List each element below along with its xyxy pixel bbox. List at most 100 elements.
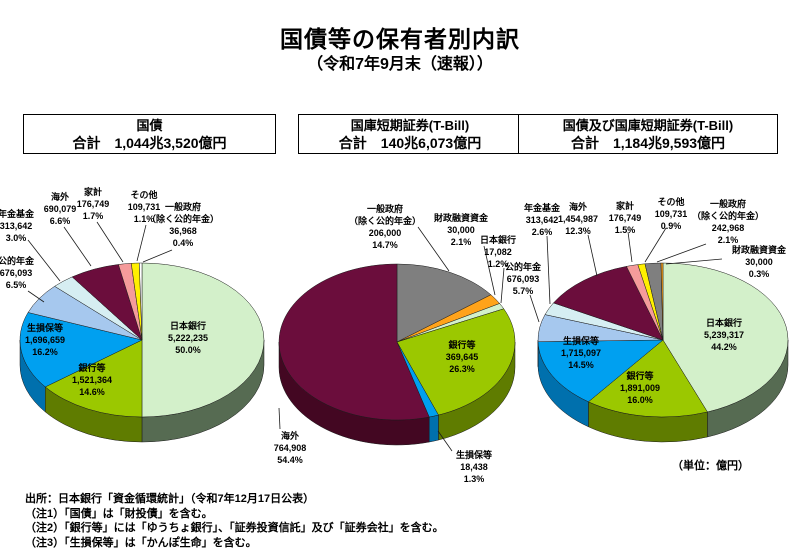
slice-name: 生損保等 xyxy=(455,450,493,460)
slice-value: 1,454,987 xyxy=(557,214,599,224)
slice-name: 海外 xyxy=(50,192,70,202)
slice-value: 313,642 xyxy=(0,221,33,231)
slice-percent: 0.4% xyxy=(172,238,194,248)
label-jgb-insurers: 生損保等 1,696,659 16.2% xyxy=(25,322,65,358)
leader-line xyxy=(644,227,667,263)
slice-percent: 1.3% xyxy=(463,474,485,484)
unit-note: （単位：億円） xyxy=(672,460,749,472)
slice-name: 財政融資資金 xyxy=(731,245,787,255)
label-jgb-banks: 銀行等 1,521,364 14.6% xyxy=(72,362,112,398)
total-box-jgb: 国債 合計 1,044兆3,520億円 xyxy=(23,114,276,154)
leader-line xyxy=(665,258,723,265)
label-combined-filp-fund: 財政融資資金 30,000 0.3% xyxy=(732,244,786,280)
slice-percent: 50.0% xyxy=(175,345,201,355)
leader-line xyxy=(483,245,496,296)
slice-name: その他 xyxy=(130,190,158,200)
leader-line xyxy=(587,234,598,277)
slice-value: 5,222,235 xyxy=(167,333,209,343)
pie-jgb xyxy=(19,262,265,443)
slice-percent: 54.4% xyxy=(277,455,303,465)
slice-value: 1,696,659 xyxy=(24,335,66,345)
slice-name-sub: （除く公的年金） xyxy=(691,211,765,221)
slice-name: 日本銀行 xyxy=(169,321,207,331)
leader-line xyxy=(27,239,61,282)
label-jgb-others: その他 109,731 1.1% xyxy=(128,189,161,225)
slice-name: 家計 xyxy=(615,201,635,211)
label-combined-insurers: 生損保等 1,715,097 14.5% xyxy=(561,335,601,371)
slice-percent: 16.2% xyxy=(32,347,58,357)
label-tbill-insurers: 生損保等 18,438 1.3% xyxy=(456,449,492,485)
pie-slice xyxy=(45,339,143,418)
total-box-combined-amount: 合計 1,184兆9,593億円 xyxy=(570,135,726,151)
footnote-1: （注1）「国債」は「財投債」を含む。 xyxy=(25,507,213,520)
source-note: 出所：日本銀行「資金循環統計」（令和7年12月17日公表） xyxy=(25,493,315,505)
slice-value: 676,093 xyxy=(0,268,33,278)
leader-line xyxy=(27,290,45,303)
label-combined-public-pension: 公的年金 676,093 5.7% xyxy=(505,261,541,297)
slice-name: 公的年金 xyxy=(0,256,35,266)
slice-name: 銀行等 xyxy=(448,340,476,350)
slice-percent: 2.6% xyxy=(531,227,553,237)
leader-line xyxy=(63,226,92,267)
slice-percent: 44.2% xyxy=(711,342,737,352)
pie-slice xyxy=(19,312,143,388)
pie-slice xyxy=(428,414,439,443)
slice-value: 313,642 xyxy=(525,215,559,225)
pie-slice xyxy=(396,263,492,343)
footer: 出所：日本銀行「資金循環統計」（令和7年12月17日公表） （注1）「国債」は「… xyxy=(25,492,444,550)
label-combined-boj: 日本銀行 5,239,317 44.2% xyxy=(704,317,744,353)
total-box-combined-title: 国債及び国庫短期証券(T-Bill) xyxy=(562,118,734,133)
page-title: 国債等の保有者別内訳 xyxy=(280,26,520,52)
label-combined-pension-funds: 年金基金 313,642 2.6% xyxy=(524,202,560,238)
slice-name: 財政融資資金 xyxy=(433,213,489,223)
label-jgb-public-pension: 公的年金 676,093 6.5% xyxy=(0,255,34,291)
slice-percent: 14.7% xyxy=(372,240,398,250)
slice-value: 1,521,364 xyxy=(71,375,113,385)
leader-line xyxy=(500,267,505,304)
leader-line xyxy=(278,407,281,430)
label-combined-households: 家計 176,749 1.5% xyxy=(609,200,642,236)
pie-slice xyxy=(553,266,664,341)
slice-value: 18,438 xyxy=(460,462,488,472)
slice-percent: 1.1% xyxy=(133,214,155,224)
leader-line xyxy=(417,226,450,272)
label-tbill-general-govt: 一般政府 （除く公的年金） 206,000 14.7% xyxy=(349,203,421,251)
slice-percent: 26.3% xyxy=(449,364,475,374)
leader-line xyxy=(529,294,540,323)
slice-value: 1,891,009 xyxy=(619,383,661,393)
leader-line xyxy=(136,224,147,262)
slice-value: 17,082 xyxy=(484,247,512,257)
slice-value: 176,749 xyxy=(76,199,110,209)
slice-name: 一般政府 xyxy=(164,202,202,212)
page-subtitle: （令和7年9月末（速報）） xyxy=(307,56,493,73)
label-tbill-filp-fund: 財政融資資金 30,000 2.1% xyxy=(434,212,488,248)
leader-lines xyxy=(27,221,723,452)
slice-percent: 6.5% xyxy=(5,280,27,290)
label-tbill-banks: 銀行等 369,645 26.3% xyxy=(446,339,479,375)
pie-slice xyxy=(139,262,143,341)
label-jgb-general-govt: 一般政府 （除く公的年金） 36,968 0.4% xyxy=(147,201,219,249)
pie-slice xyxy=(537,339,664,403)
pie-slice xyxy=(588,339,708,418)
slice-percent: 16.0% xyxy=(627,395,653,405)
label-combined-general-govt: 一般政府 （除く公的年金） 242,968 2.1% xyxy=(692,198,764,246)
leader-line xyxy=(96,221,124,263)
footnote-2: （注2）「銀行等」には「ゆうちょ銀行」、「証券投資信託」及び「証券会社」を含む。 xyxy=(25,522,444,534)
slice-name: 海外 xyxy=(568,202,588,212)
slice-value: 30,000 xyxy=(447,225,475,235)
label-jgb-boj: 日本銀行 5,222,235 50.0% xyxy=(168,320,208,356)
total-box-tbill-title: 国庫短期証券(T-Bill) xyxy=(350,118,470,133)
slice-percent: 3.0% xyxy=(5,233,27,243)
slice-value: 369,645 xyxy=(445,352,479,362)
label-tbill-overseas: 海外 764,908 54.4% xyxy=(274,430,307,466)
slice-percent: 1.2% xyxy=(487,259,509,269)
leader-line xyxy=(437,430,453,452)
pie-slice xyxy=(141,262,265,418)
slice-percent: 5.7% xyxy=(512,286,534,296)
label-tbill-boj: 日本銀行 17,082 1.2% xyxy=(480,234,516,270)
slice-value: 5,239,317 xyxy=(703,330,745,340)
leader-line xyxy=(546,235,551,305)
label-jgb-overseas: 海外 690,079 6.6% xyxy=(44,191,77,227)
slice-percent: 6.6% xyxy=(49,216,71,226)
slice-value: 206,000 xyxy=(368,228,402,238)
